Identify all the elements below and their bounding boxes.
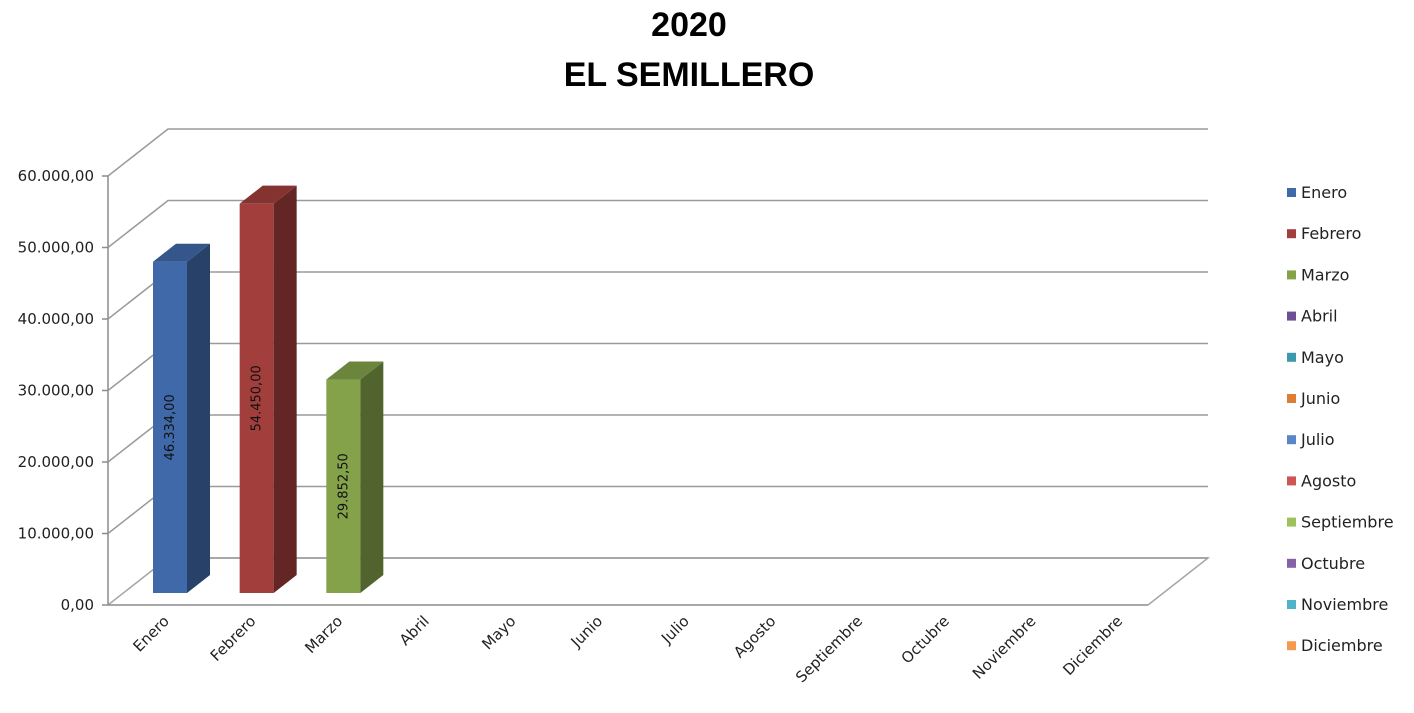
legend-item: Junio bbox=[1287, 389, 1340, 408]
legend-swatch bbox=[1287, 188, 1296, 197]
y-tick-label: 0,00 bbox=[61, 596, 94, 614]
y-tick-label: 60.000,00 bbox=[18, 167, 94, 185]
x-tick-label: Febrero bbox=[207, 612, 260, 665]
legend-label: Mayo bbox=[1301, 348, 1344, 367]
gridline bbox=[107, 199, 1208, 249]
y-tick-label: 40.000,00 bbox=[18, 310, 94, 328]
chart-title-line-2: EL SEMILLERO bbox=[564, 56, 815, 94]
legend-label: Enero bbox=[1301, 183, 1347, 202]
x-tick-label: Julio bbox=[657, 612, 693, 648]
bar-side-face bbox=[273, 185, 297, 593]
bar-side-face bbox=[360, 361, 384, 593]
legend-item: Mayo bbox=[1287, 348, 1344, 367]
bar-front-face bbox=[326, 379, 361, 593]
legend-label: Julio bbox=[1300, 430, 1335, 449]
legend-swatch bbox=[1287, 352, 1296, 362]
legend-label: Junio bbox=[1300, 389, 1340, 408]
legend-swatch bbox=[1287, 435, 1296, 445]
legend-swatch bbox=[1287, 311, 1296, 321]
bar-side-face bbox=[187, 243, 210, 593]
legend-swatch bbox=[1287, 229, 1296, 239]
legend-item: Septiembre bbox=[1287, 513, 1394, 532]
x-tick-label: Agosto bbox=[730, 612, 779, 661]
legend-item: Abril bbox=[1287, 307, 1338, 326]
bar-front-face bbox=[153, 261, 187, 593]
legend-label: Noviembre bbox=[1301, 595, 1388, 614]
x-tick-label: Noviembre bbox=[969, 612, 1040, 683]
x-tick-label: Mayo bbox=[478, 612, 519, 653]
legend-swatch bbox=[1287, 517, 1296, 527]
bars: 46.334,00 54.450,00 29.852,50 bbox=[153, 185, 384, 593]
bar-febrero: 54.450,00 bbox=[239, 185, 297, 593]
legend-item: Enero bbox=[1287, 183, 1347, 202]
x-tick-label: Octubre bbox=[898, 612, 953, 667]
bar-enero: 46.334,00 bbox=[153, 243, 210, 593]
bar-top-face bbox=[153, 243, 210, 262]
bar-value-label: 54.450,00 bbox=[250, 365, 265, 431]
y-tick-label: 30.000,00 bbox=[18, 382, 94, 400]
x-tick-label: Septiembre bbox=[792, 612, 866, 686]
legend-item: Marzo bbox=[1287, 265, 1349, 284]
chart-title: 2020 EL SEMILLERO bbox=[564, 6, 815, 94]
bar-top-face bbox=[326, 361, 384, 380]
x-tick-label: Junio bbox=[567, 612, 606, 651]
bar-value-label: 46.334,00 bbox=[163, 394, 178, 460]
legend-label: Agosto bbox=[1301, 471, 1356, 490]
bar-value-label: 29.852,50 bbox=[336, 453, 351, 519]
x-tick-label: Enero bbox=[130, 612, 173, 655]
legend-label: Marzo bbox=[1301, 265, 1349, 284]
legend-label: Diciembre bbox=[1301, 636, 1383, 655]
y-tick-label: 20.000,00 bbox=[18, 453, 94, 471]
gridline bbox=[107, 128, 1208, 177]
legend-item: Agosto bbox=[1287, 471, 1356, 490]
x-tick-label: Abril bbox=[396, 612, 433, 649]
y-axis: 0,00 10.000,00 20.000,00 30.000,00 40.000,00… bbox=[18, 167, 108, 614]
x-tick-label: Marzo bbox=[301, 612, 346, 657]
legend-swatch bbox=[1287, 641, 1296, 651]
legend-swatch bbox=[1287, 394, 1296, 403]
y-tick-label: 10.000,00 bbox=[18, 525, 94, 543]
legend-label: Septiembre bbox=[1301, 513, 1394, 532]
legend-swatch bbox=[1287, 558, 1296, 568]
legend-label: Abril bbox=[1301, 307, 1338, 326]
legend-label: Febrero bbox=[1301, 224, 1361, 243]
bar-top-face bbox=[239, 185, 297, 204]
x-tick-label: Diciembre bbox=[1059, 612, 1126, 679]
legend-swatch bbox=[1287, 270, 1296, 280]
legend-item: Julio bbox=[1287, 430, 1335, 449]
legend-swatch bbox=[1287, 600, 1296, 609]
bar-marzo: 29.852,50 bbox=[326, 361, 384, 593]
legend-swatch bbox=[1287, 476, 1296, 486]
legend-label: Octubre bbox=[1301, 554, 1365, 573]
legend-item: Febrero bbox=[1287, 224, 1361, 243]
chart-title-line-1: 2020 bbox=[651, 6, 727, 44]
legend-item: Noviembre bbox=[1287, 595, 1388, 614]
legend: Enero Febrero Marzo Abril Mayo Junio Julio Agos… bbox=[1287, 183, 1394, 655]
x-axis: Enero Febrero Marzo Abril Mayo Junio Julio Agos… bbox=[130, 612, 1127, 686]
bar-front-face bbox=[239, 203, 274, 593]
y-tick-label: 50.000,00 bbox=[18, 239, 94, 257]
legend-item: Octubre bbox=[1287, 554, 1365, 573]
legend-item: Diciembre bbox=[1287, 636, 1383, 655]
